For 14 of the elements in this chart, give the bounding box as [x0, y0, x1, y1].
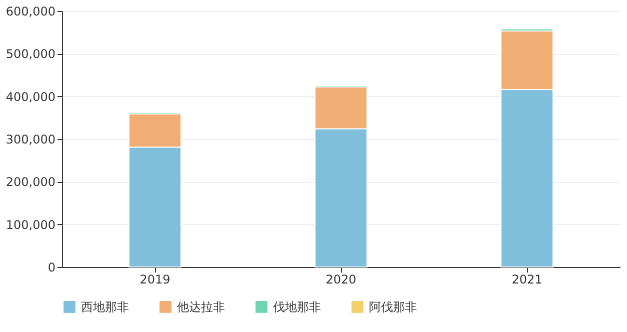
- legend-label: 西地那非: [81, 300, 129, 314]
- legend-label: 阿伐那非: [369, 300, 417, 314]
- y-tick-label: 100,000: [6, 218, 56, 232]
- legend-label: 伐地那非: [273, 300, 321, 314]
- x-tick-label: 2020: [326, 272, 356, 286]
- y-tick-label: 0: [48, 260, 56, 274]
- y-tick-label: 600,000: [6, 4, 56, 18]
- legend-label: 他达拉非: [177, 300, 225, 314]
- y-tick-label: 400,000: [6, 90, 56, 104]
- y-tick-label: 300,000: [6, 132, 56, 146]
- x-tick-label: 2019: [140, 272, 170, 286]
- y-tick-label: 200,000: [6, 175, 56, 190]
- x-tick-label: 2021: [512, 272, 542, 286]
- y-tick-label: 500,000: [6, 47, 56, 62]
